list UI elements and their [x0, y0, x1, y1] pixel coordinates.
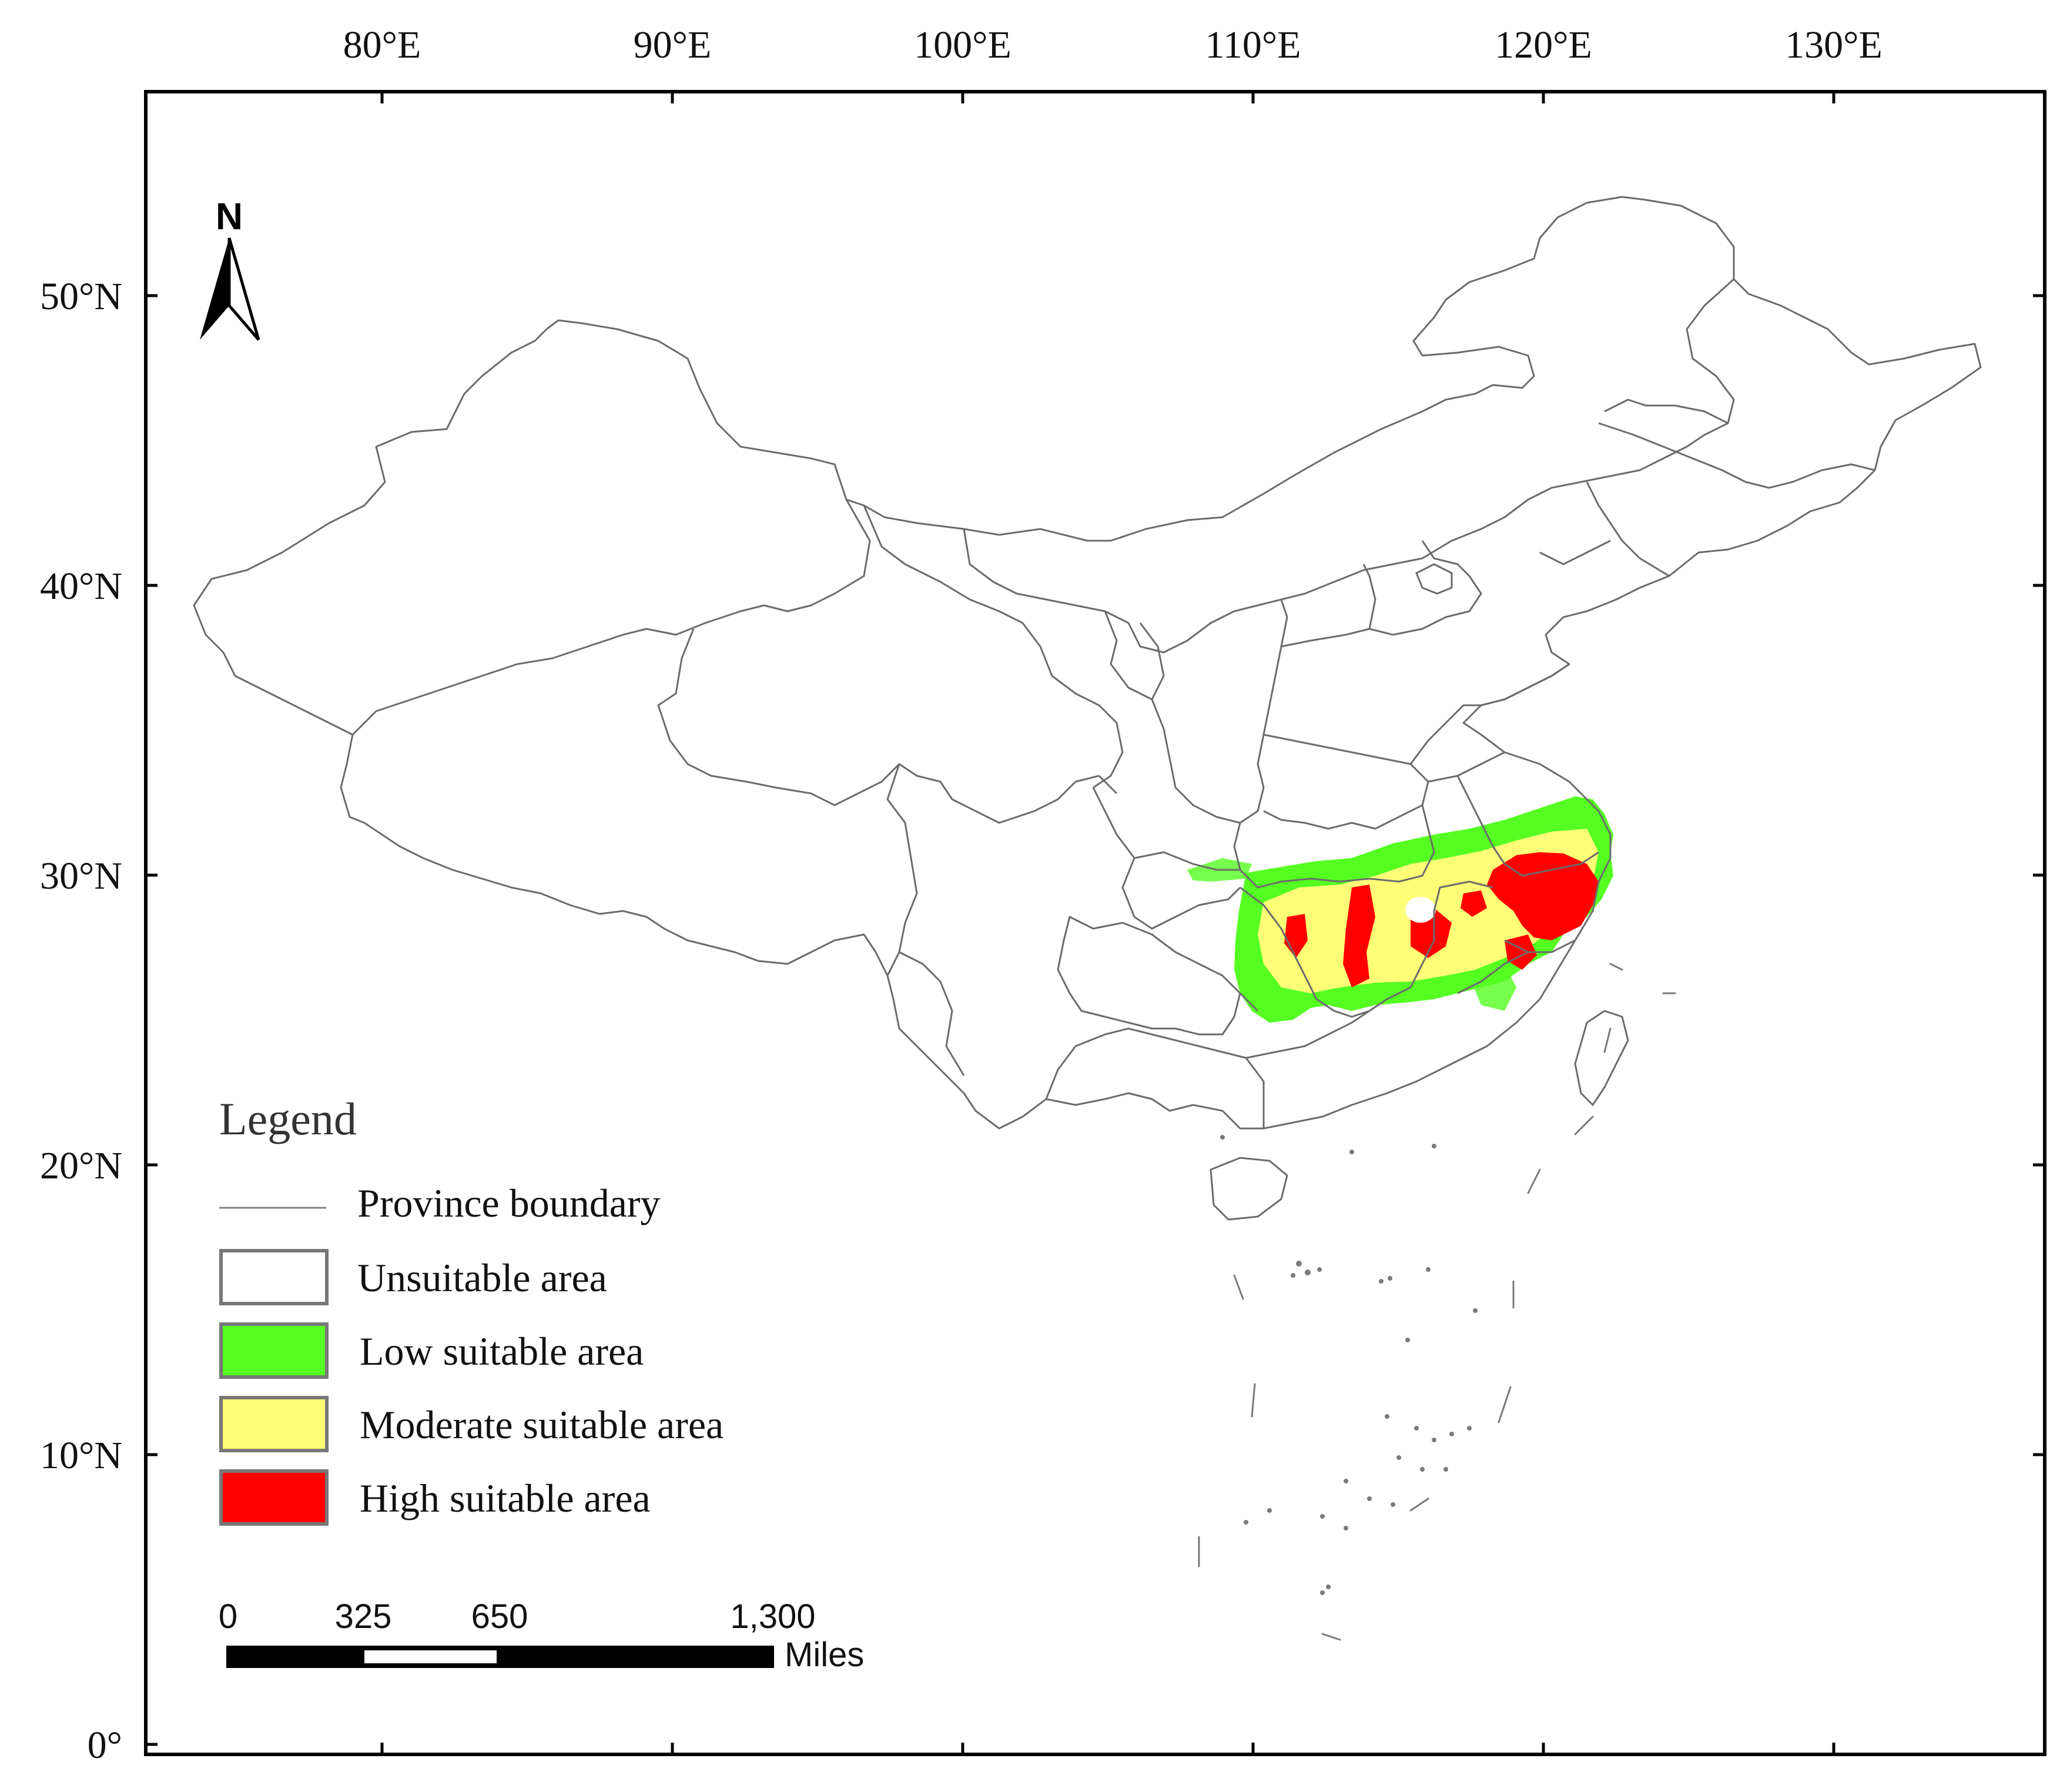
hainan-island: [1210, 1157, 1288, 1221]
ningxia-boundary: [1104, 611, 1165, 701]
zhejiang-fujian: [1457, 939, 1576, 994]
north-arrow-icon: N: [200, 195, 260, 341]
south-china-sea-islands: [1198, 963, 1676, 1641]
lon-label-100e: 100°E: [914, 24, 1011, 66]
lon-label-110e: 110°E: [1205, 24, 1301, 66]
liaoning-boundary: [1539, 481, 1670, 577]
legend-swatch-high: [219, 1469, 329, 1526]
gansu-boundary: [863, 505, 1124, 789]
scale-unit: Miles: [785, 1636, 864, 1674]
legend-swatch-unsuitable: [219, 1249, 329, 1305]
inner-mongolia-south: [963, 278, 1735, 654]
legend-label-low: Low suitable area: [360, 1329, 644, 1374]
scale-tick-650: 650: [471, 1597, 528, 1636]
high-zone-east: [1487, 852, 1599, 940]
lon-label-80e: 80°E: [343, 24, 421, 66]
lon-label-90e: 90°E: [634, 24, 712, 66]
lat-label-30n: 30°N: [40, 855, 122, 897]
tibet-qinghai-boundary: [657, 628, 1100, 824]
legend-swatch-low: [219, 1322, 329, 1379]
lat-ticks: [146, 294, 2045, 1746]
lon-label-120e: 120°E: [1495, 24, 1592, 66]
taiwan-island: [1574, 1010, 1629, 1106]
guangxi-guangdong: [1045, 1010, 1370, 1128]
legend: Legend Province boundary Unsuitable area…: [219, 1093, 724, 1526]
lat-label-10n: 10°N: [40, 1434, 122, 1477]
chongqing-boundary: [1121, 851, 1241, 930]
beijing-tianjin: [1415, 563, 1453, 595]
north-letter: N: [216, 195, 243, 237]
jiangsu-anhui: [1428, 751, 1599, 877]
yunnan-boundary: [899, 951, 965, 1076]
xinjiang-boundary: [351, 499, 871, 736]
scale-bar-frame: [226, 1646, 774, 1668]
hunan-boundary: [1239, 886, 1370, 1018]
country-outline: [193, 196, 1982, 1130]
scale-tick-0: 0: [219, 1597, 237, 1636]
lat-label-50n: 50°N: [40, 275, 122, 318]
scale-tick-325: 325: [335, 1597, 392, 1636]
legend-swatch-moderate: [219, 1396, 329, 1452]
lat-label-0: 0°: [88, 1724, 122, 1767]
legend-label-province-boundary: Province boundary: [357, 1181, 661, 1225]
suitability-overlay: [1187, 796, 1613, 1023]
scale-bar: 0 325 650 1,300 Miles: [219, 1597, 864, 1674]
scale-bar-white-segment: [364, 1650, 497, 1663]
jiangxi-boundary: [1369, 880, 1493, 1012]
legend-title: Legend: [219, 1093, 357, 1144]
guizhou-boundary: [1057, 916, 1241, 1036]
lon-label-130e: 130°E: [1785, 24, 1883, 66]
henan-boundary: [1263, 733, 1429, 830]
high-suitable-zone: [1284, 852, 1599, 987]
shaanxi-boundary: [1151, 599, 1288, 824]
province-boundaries: [193, 196, 1982, 1221]
sichuan-boundary: [1092, 775, 1136, 859]
legend-label-moderate: Moderate suitable area: [360, 1402, 724, 1447]
lat-label-20n: 20°N: [40, 1144, 122, 1187]
heilongjiang-jilin: [1598, 398, 1875, 489]
map-frame: [144, 90, 2046, 1756]
legend-label-unsuitable: Unsuitable area: [357, 1255, 607, 1300]
tibet-sichuan-boundary: [886, 763, 918, 976]
hebei-boundary: [1369, 540, 1482, 636]
shanxi-boundary: [1281, 564, 1376, 648]
scale-tick-1300: 1,300: [730, 1597, 815, 1636]
shandong-boundary: [1409, 663, 1570, 765]
legend-label-high: High suitable area: [360, 1476, 651, 1520]
lat-label-40n: 40°N: [40, 565, 122, 608]
lon-ticks: [380, 92, 1835, 1754]
